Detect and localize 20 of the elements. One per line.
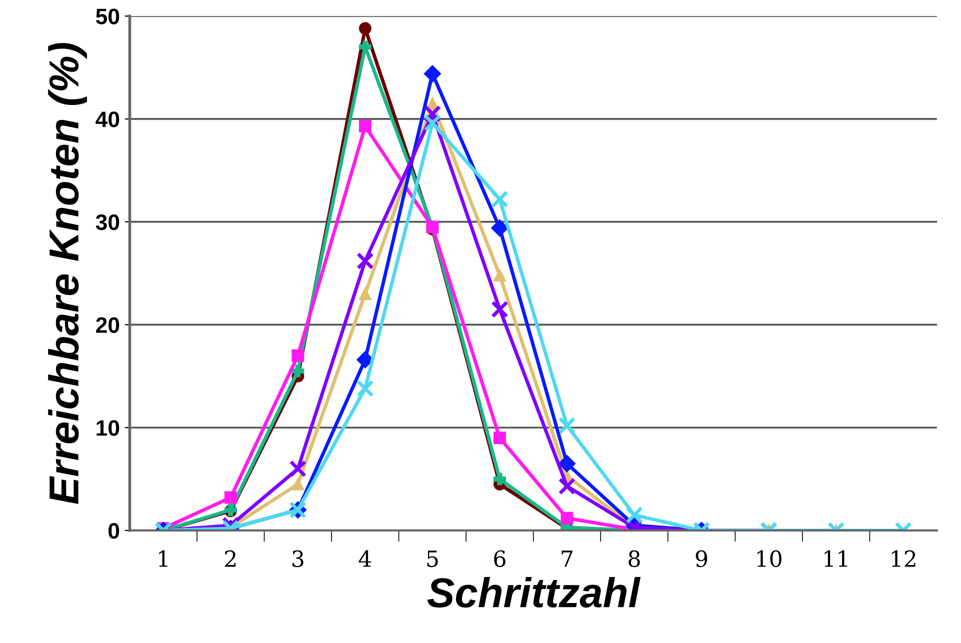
y-tick-label: 20: [96, 317, 120, 333]
x-tick-label: 9: [696, 550, 708, 568]
x-tick-label: 6: [494, 550, 506, 568]
x-tick-label: 7: [562, 550, 572, 567]
y-tick-label: 10: [96, 420, 120, 436]
y-tick-label: 50: [96, 8, 120, 24]
x-tick-label: 3: [292, 550, 304, 568]
x-tick-label: 5: [427, 550, 438, 568]
x-tick-label: 4: [358, 550, 372, 567]
y-tick-label: 40: [96, 111, 120, 128]
x-tick-label: 12: [892, 550, 916, 567]
x-axis-title: Schrittzahl: [427, 576, 641, 608]
x-tick-label: 2: [225, 550, 236, 567]
y-tick-label: 0: [108, 523, 120, 539]
x-tick-label: 1: [159, 550, 168, 567]
y-tick-label: 30: [96, 214, 120, 230]
x-tick-label: 8: [628, 550, 640, 568]
x-tick-label: 10: [757, 550, 782, 568]
y-axis-title: Erreichbare Knoten (%): [48, 42, 87, 504]
x-tick-label: 11: [824, 550, 848, 567]
